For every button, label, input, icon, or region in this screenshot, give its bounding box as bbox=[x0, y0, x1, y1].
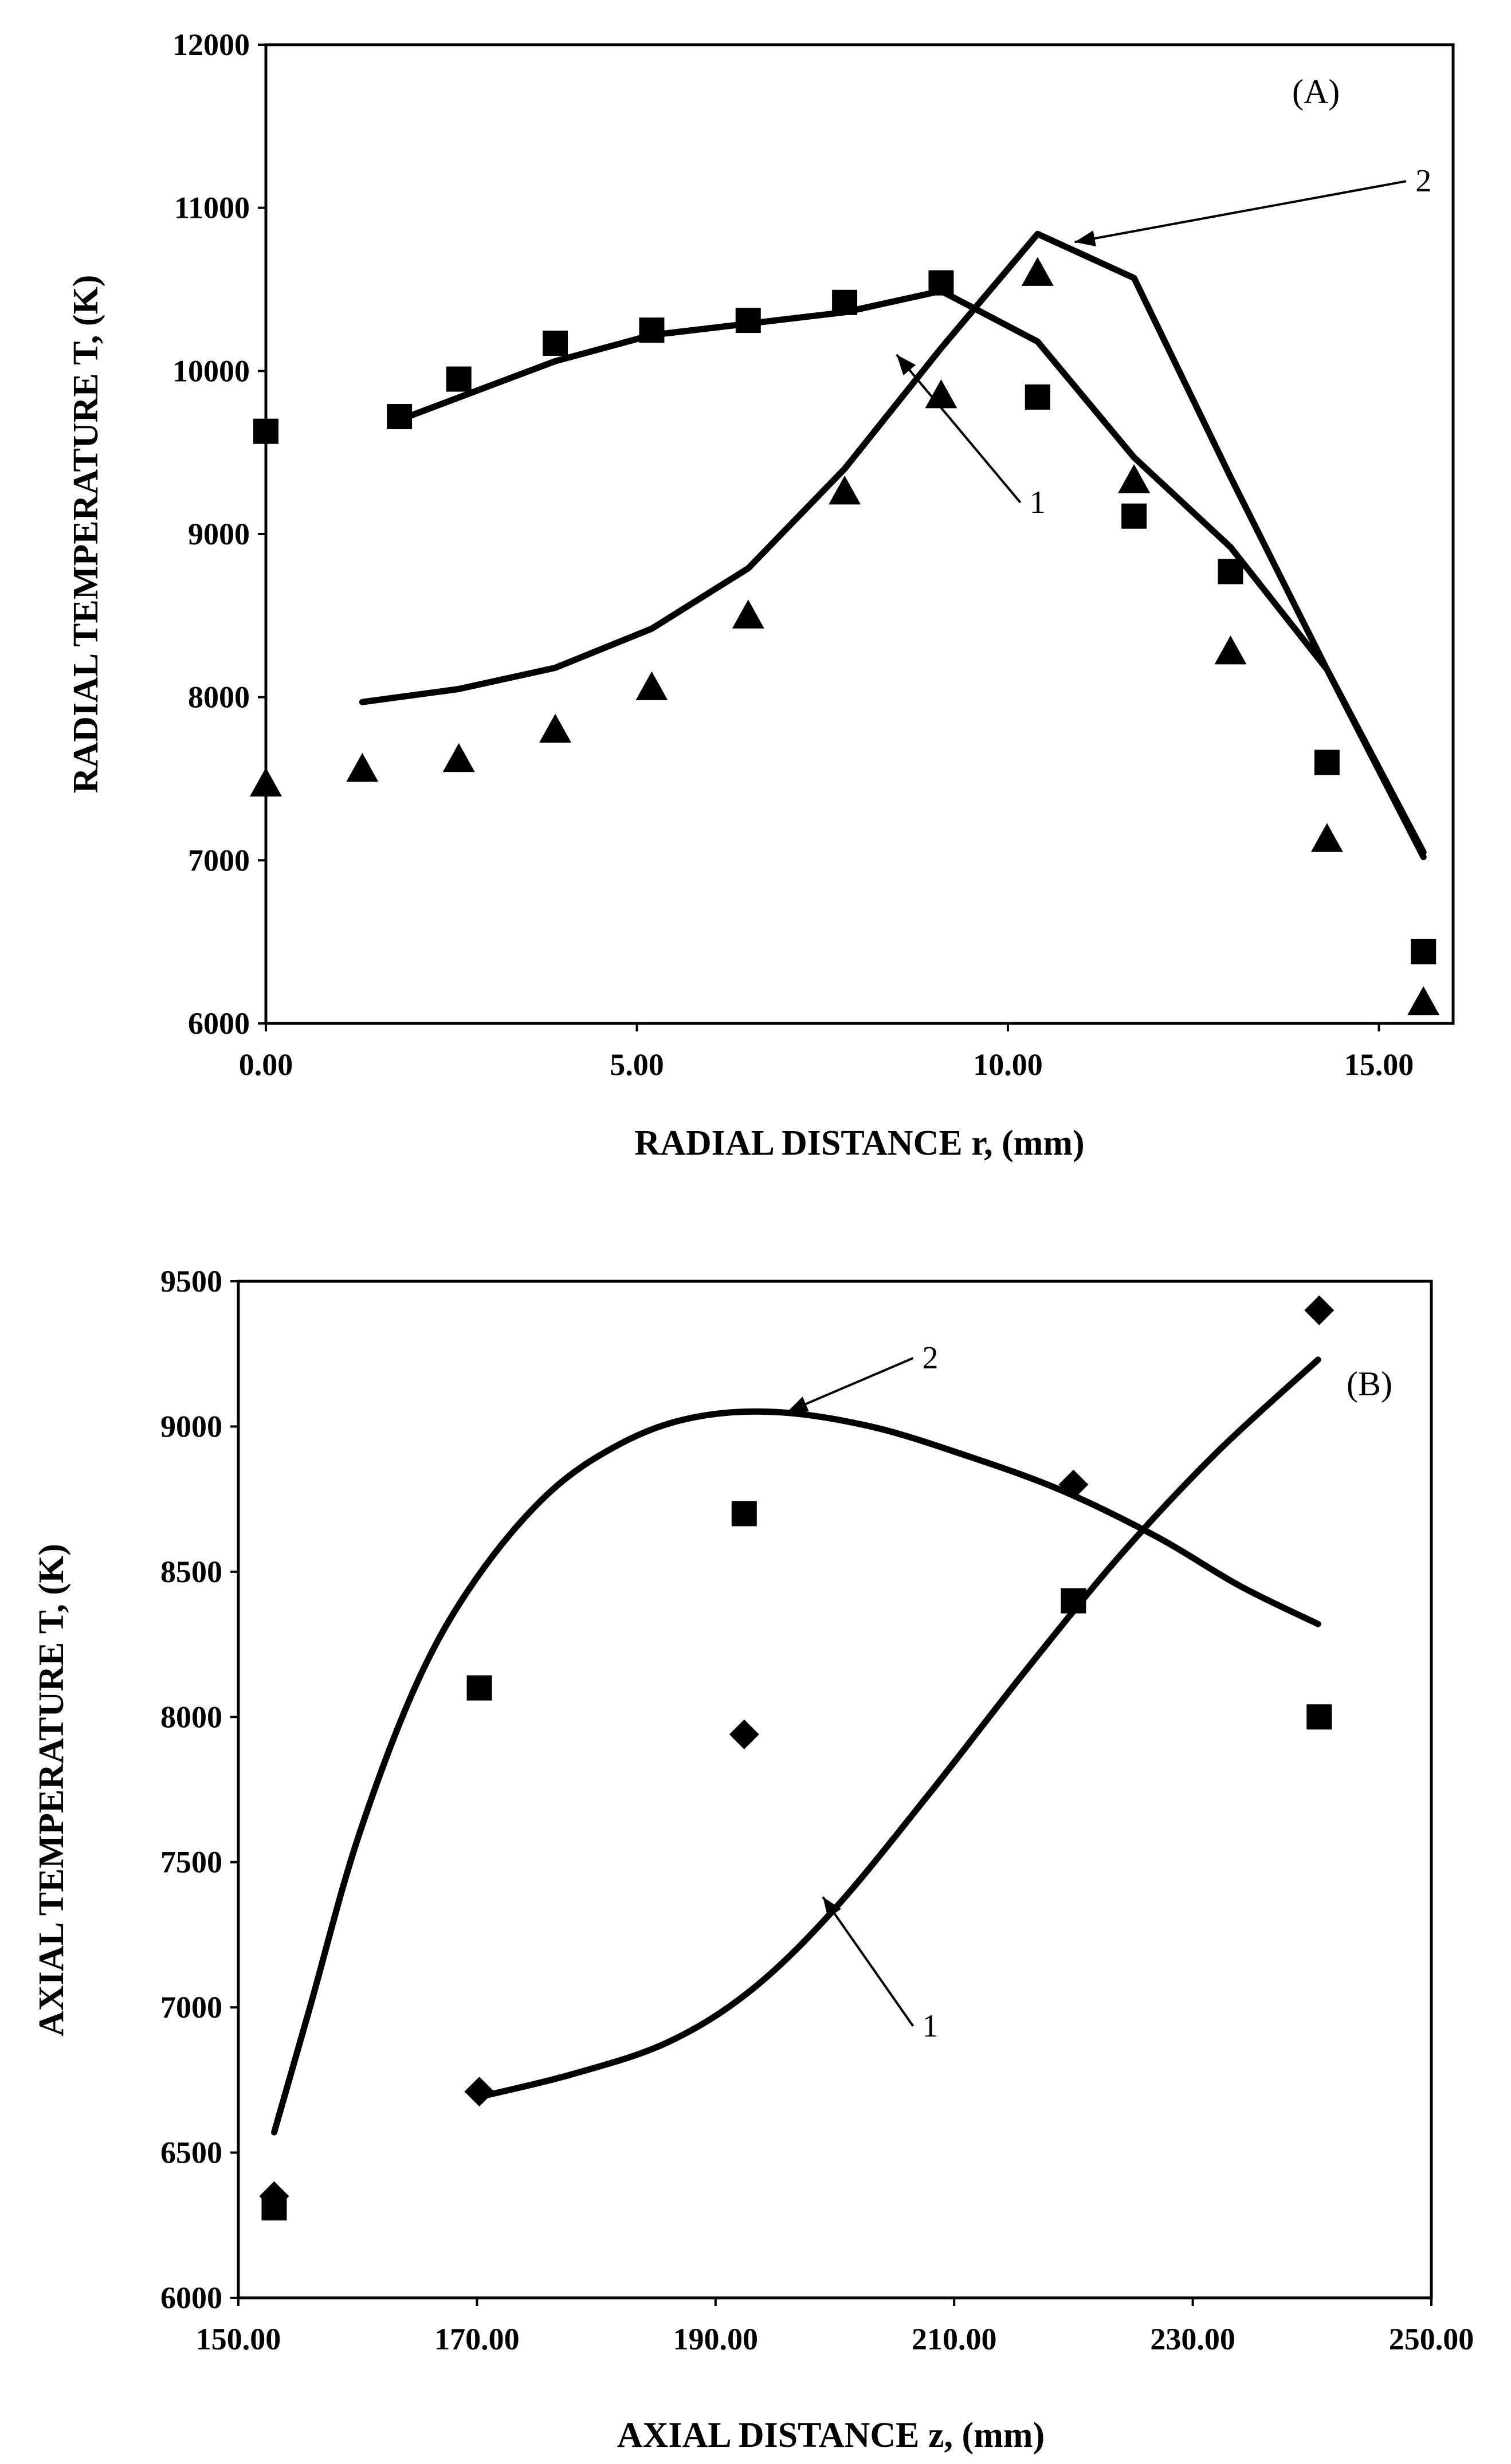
panel-b-y-axis-title: AXIAL TEMPERATURE T, (K) bbox=[32, 1544, 71, 2037]
panel-b-x-tick-label: 190.00 bbox=[673, 2322, 759, 2356]
panel-b-square-marker bbox=[731, 1501, 757, 1527]
panel-b-plot-frame bbox=[237, 1280, 1433, 2300]
panel-b-curve-1-pointer bbox=[822, 1896, 915, 2027]
panel-a-label: (A) bbox=[1292, 73, 1340, 111]
panel-a-y-tick-label: 12000 bbox=[172, 28, 250, 62]
panel-a-arrowhead bbox=[896, 354, 916, 375]
panel-a-curve-label: 1 bbox=[1030, 485, 1046, 520]
panel-a-x-axis-title: RADIAL DISTANCE r, (mm) bbox=[634, 1124, 1084, 1163]
panel-a-curve-1-pointer bbox=[896, 354, 1022, 504]
panel-a-square-marker bbox=[832, 289, 858, 315]
panel-a: 6000 7000 8000 9000 10000 11000 12000 0.00 5.00… bbox=[66, 28, 1455, 1163]
panel-a-square-marker bbox=[639, 317, 665, 343]
panel-b-square-marker bbox=[1061, 1588, 1086, 1614]
panel-b-x-axis-title: AXIAL DISTANCE z, (mm) bbox=[617, 2416, 1045, 2455]
panel-a-square-marker bbox=[735, 308, 761, 333]
panel-a-square-marker bbox=[543, 330, 568, 356]
panel-a-triangle-marker bbox=[250, 767, 282, 797]
panel-a-curve-label: 2 bbox=[1415, 163, 1431, 199]
panel-b-y-tick-label: 7500 bbox=[160, 1845, 222, 1880]
panel-b-label: (B) bbox=[1347, 1365, 1392, 1403]
panel-a-arrowhead bbox=[1074, 230, 1096, 246]
panel-a-triangle-marker bbox=[1310, 823, 1343, 852]
panel-a-triangle-marker bbox=[1118, 464, 1151, 493]
panel-a-triangle-marker bbox=[732, 599, 764, 629]
panel-a-x-tick-label: 10.00 bbox=[973, 1047, 1043, 1082]
panel-a-y-tick-label: 7000 bbox=[188, 843, 250, 877]
panel-b-curve-1 bbox=[473, 1356, 1321, 2101]
panel-a-square-marker bbox=[1411, 939, 1437, 964]
panel-a-triangle-marker bbox=[1407, 986, 1440, 1015]
panel-b-diamond-marker bbox=[1058, 1469, 1089, 1500]
panel-b-y-tick-label: 8500 bbox=[160, 1555, 222, 1589]
panel-a-square-marker bbox=[928, 270, 954, 296]
panel-b-curve-2 bbox=[271, 1408, 1321, 2136]
panel-b-x-tick-label: 170.00 bbox=[434, 2322, 520, 2356]
panel-b-diamond-marker bbox=[464, 2077, 494, 2107]
panel-b-diamond-marker bbox=[259, 2181, 289, 2211]
panel-b-y-tick-label: 6500 bbox=[160, 2136, 222, 2170]
panel-a-triangle-marker bbox=[635, 671, 668, 700]
panel-a-x-tick-label: 0.00 bbox=[239, 1047, 293, 1082]
panel-b-square-marker bbox=[466, 1675, 492, 1701]
panel-b-x-tick-label: 150.00 bbox=[196, 2322, 281, 2356]
panel-a-triangle-marker bbox=[539, 713, 572, 743]
panel-a-square-marker bbox=[1121, 503, 1147, 529]
panel-a-square-marker bbox=[1025, 384, 1050, 410]
panel-a-y-axis-title: RADIAL TEMPERATURE T, (K) bbox=[66, 275, 105, 794]
panel-a-y-tick-label: 11000 bbox=[174, 191, 250, 225]
panel-a-square-marker bbox=[387, 404, 413, 430]
panel-b-arrowhead bbox=[823, 1897, 841, 1918]
panel-b-curve-label: 1 bbox=[923, 2008, 939, 2044]
panel-a-triangle-marker bbox=[346, 752, 379, 782]
panel-a-x-tick-label: 5.00 bbox=[610, 1047, 664, 1082]
panel-b-diamond-marker bbox=[1304, 1295, 1335, 1325]
panel-b-x-tick-label: 230.00 bbox=[1150, 2322, 1235, 2356]
panel-a-y-tick-label: 10000 bbox=[172, 354, 250, 388]
panel-a-triangle-marker bbox=[1214, 635, 1247, 665]
panel-a-triangle-marker bbox=[829, 475, 861, 505]
panel-b-y-tick-label: 8000 bbox=[160, 1700, 222, 1734]
panel-b-curve-label: 2 bbox=[923, 1340, 939, 1376]
panel-b-y-tick-label: 6000 bbox=[160, 2281, 222, 2315]
panel-a-curve-2-pointer bbox=[1074, 180, 1407, 244]
panel-b-y-tick-label: 9500 bbox=[160, 1264, 222, 1298]
panel-a-square-marker bbox=[1218, 559, 1243, 584]
panel-a-curve-1 bbox=[396, 288, 1427, 856]
panel-b-arrowhead bbox=[787, 1396, 809, 1413]
panel-a-square-marker bbox=[253, 418, 278, 444]
panel-b-x-tick-label: 250.00 bbox=[1389, 2322, 1474, 2356]
panel-b-diamond-marker bbox=[729, 1719, 759, 1749]
panel-b-y-tick-label: 7000 bbox=[160, 1990, 222, 2024]
panel-a-triangle-marker bbox=[442, 743, 475, 772]
panel-a-y-tick-label: 9000 bbox=[188, 517, 250, 551]
panel-a-triangle-marker bbox=[1021, 257, 1054, 286]
panel-a-square-marker bbox=[1314, 750, 1340, 775]
panel-a-triangle-marker bbox=[925, 379, 957, 409]
panel-b-x-tick-label: 210.00 bbox=[912, 2322, 997, 2356]
panel-b-curve-2-pointer bbox=[786, 1357, 914, 1413]
panel-b-square-marker bbox=[1306, 1704, 1332, 1730]
panel-a-curve-2 bbox=[359, 230, 1427, 861]
panel-b-y-tick-label: 9000 bbox=[160, 1409, 222, 1443]
panel-a-y-tick-label: 6000 bbox=[188, 1006, 250, 1041]
panel-a-square-marker bbox=[446, 366, 472, 392]
panel-b: 6000 6500 7000 7500 8000 8500 9000 9500 150.00 1… bbox=[32, 1264, 1474, 2455]
panel-a-plot-frame bbox=[264, 43, 1455, 1025]
panel-a-x-tick-label: 15.00 bbox=[1344, 1047, 1414, 1082]
panel-a-y-tick-label: 8000 bbox=[188, 680, 250, 715]
